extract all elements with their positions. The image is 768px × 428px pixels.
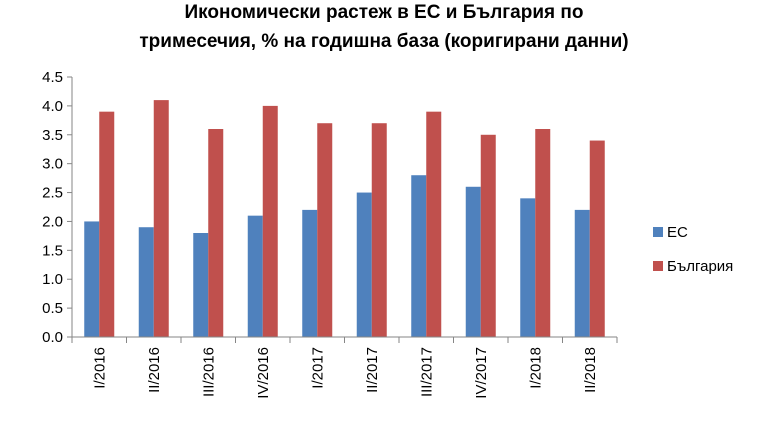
x-tick-label: IV/2016 xyxy=(255,347,272,399)
bar-eu xyxy=(520,198,536,337)
x-tick-label: III/2017 xyxy=(418,347,435,397)
y-tick-label: 1.5 xyxy=(42,242,63,259)
y-tick-label: 0.0 xyxy=(42,329,63,346)
chart-title-line-2: тримесечия, % на годишна база (коригиран… xyxy=(139,31,629,52)
bar-bulgaria xyxy=(480,134,496,337)
y-tick-label: 4.0 xyxy=(42,98,63,115)
bar-eu xyxy=(411,175,427,337)
legend-item-eu: ЕС xyxy=(653,215,733,249)
legend-label-eu: ЕС xyxy=(667,223,688,241)
bar-eu xyxy=(247,215,263,337)
chart-title-line-1: Икономически растеж в ЕС и България по xyxy=(184,2,584,23)
legend: ЕС България xyxy=(653,215,733,283)
bar-eu xyxy=(302,209,318,337)
x-tick-label: III/2016 xyxy=(200,347,217,397)
y-tick-label: 3.5 xyxy=(42,127,63,144)
x-tick-label: II/2016 xyxy=(146,347,163,393)
bar-bulgaria xyxy=(153,100,169,337)
bar-bulgaria xyxy=(262,105,278,337)
bar-eu xyxy=(574,209,590,337)
bar-bulgaria xyxy=(535,129,551,337)
bar-eu xyxy=(84,221,100,337)
x-tick-label: I/2018 xyxy=(527,347,544,389)
y-tick-label: 2.0 xyxy=(42,213,63,230)
y-tick-label: 3.0 xyxy=(42,156,63,173)
bar-eu xyxy=(193,233,209,337)
bar-bulgaria xyxy=(99,111,115,338)
y-tick-label: 1.0 xyxy=(42,271,63,288)
y-tick-label: 0.5 xyxy=(42,300,63,317)
legend-swatch-eu xyxy=(653,227,663,237)
legend-item-bulgaria: България xyxy=(653,249,733,283)
legend-label-bulgaria: България xyxy=(667,257,734,275)
legend-swatch-bulgaria xyxy=(653,261,663,271)
bar-bulgaria xyxy=(589,140,605,337)
x-tick-label: II/2018 xyxy=(582,347,599,393)
bar-bulgaria xyxy=(208,129,224,337)
bar-eu xyxy=(138,227,154,337)
bar-bulgaria xyxy=(371,123,387,337)
bar-eu xyxy=(465,186,481,337)
bar-bulgaria xyxy=(317,123,333,337)
bar-bulgaria xyxy=(426,111,442,338)
y-tick-label: 2.5 xyxy=(42,185,63,202)
bar-eu xyxy=(356,192,372,337)
x-tick-label: IV/2017 xyxy=(473,347,490,399)
x-tick-label: I/2017 xyxy=(309,347,326,389)
x-tick-label: I/2016 xyxy=(91,347,108,389)
x-tick-label: II/2017 xyxy=(364,347,381,393)
y-tick-label: 4.5 xyxy=(42,69,63,86)
